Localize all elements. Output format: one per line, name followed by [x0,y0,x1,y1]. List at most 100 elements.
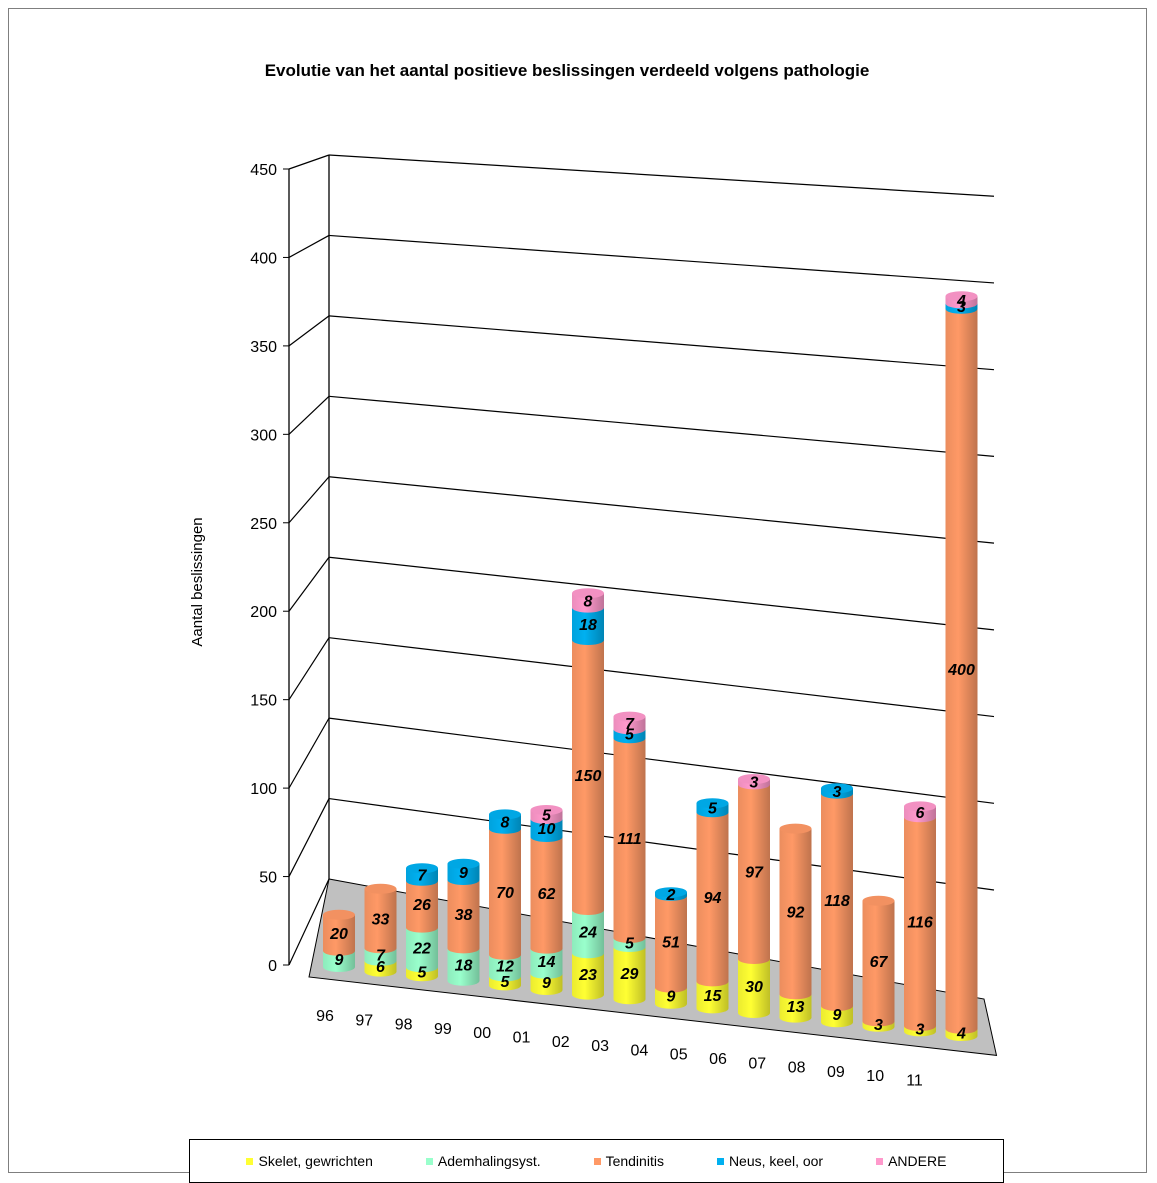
bar-segment-02-4 [572,593,604,613]
bar-segment-96-2 [323,914,355,956]
x-tick-label-08: 08 [788,1060,806,1077]
x-tick-label-98: 98 [395,1017,413,1034]
gridline [328,637,995,718]
bar-stack-08: 9 118 3 [821,783,853,1028]
bar-top-05 [696,798,729,809]
data-label-04-2: 51 [662,935,680,952]
gridline-side [288,395,330,435]
bar-layer: 9206733522267183895127089146210523241501… [323,291,978,1042]
bar-segment-98-1 [406,927,438,973]
data-label-99-1: 18 [455,958,473,975]
data-label-03-1: 5 [625,936,635,953]
bar-segment-00-2 [489,828,521,960]
legend-swatch [425,1157,433,1165]
legend-swatch [716,1157,724,1165]
bar-stack-06: 30 97 3 [738,774,770,1018]
data-label-06-0: 30 [745,979,763,996]
data-label-08-2: 118 [824,893,850,910]
bar-segment-07-2 [779,828,812,1000]
data-label-11-0: 4 [956,1025,966,1042]
legend-item-2: Tendinitis [593,1153,664,1169]
gridline-side [288,637,330,700]
bar-stack-99: 18 38 9 [447,858,480,986]
bar-segment-03-4 [613,716,646,735]
data-label-99-2: 38 [455,907,473,924]
data-label-07-2: 92 [787,904,805,921]
data-label-08-0: 9 [833,1007,842,1024]
data-label-10-0: 3 [916,1022,925,1039]
data-label-04-0: 9 [667,989,676,1006]
data-label-05-3: 5 [708,801,718,818]
bar-segment-08-2 [821,793,853,1011]
bar-stack-96: 9 20 [323,909,355,972]
bar-segment-01-2 [530,837,563,954]
y-tick-labels: 0 50 100 150 200 250 300 350 400 450 [250,162,277,975]
data-label-01-2: 62 [538,886,556,903]
data-label-99-3: 9 [459,865,468,882]
bar-stack-02: 23 24 150 18 8 [572,588,604,1000]
gridline-side [288,154,330,170]
bar-top-99 [447,858,480,869]
chart-frame: 0 50 100 150 200 250 300 350 400 450 9 20 6 7 33 5 22 26… [8,8,1147,1183]
bar-segment-99-3 [447,863,480,885]
gridline [328,395,995,458]
bar-top-09 [862,895,895,906]
x-tick-label-99: 99 [434,1021,452,1038]
bar-segment-05-0 [696,981,729,1014]
data-label-02-1: 24 [578,925,597,942]
bar-segment-01-1 [530,948,563,979]
y-tick-label: 0 [268,958,277,975]
data-label-03-2: 111 [617,831,641,848]
data-label-08-3: 3 [833,784,842,801]
chart-title: Evolutie van het aantal positieve beslis… [264,61,870,80]
data-label-11-4: 4 [956,293,966,310]
x-tick-label-05: 05 [670,1047,688,1064]
legend-swatch [876,1157,884,1165]
bar-top-10 [904,801,936,812]
data-label-06-2: 97 [745,865,764,882]
bar-top-98 [406,863,438,874]
gridline-side [288,234,330,258]
bar-top-04 [655,887,687,898]
bar-stack-00: 512 70 8 [489,809,521,991]
x-tick-label-03: 03 [591,1038,609,1055]
bar-segment-03-0 [613,947,646,1005]
bar-segment-02-1 [572,910,604,959]
bar-segment-02-3 [572,607,604,645]
legend-label: Skelet, gewrichten [258,1153,373,1169]
bar-stack-97: 67 33 [364,883,397,977]
gridline [328,717,995,804]
data-label-11-2: 400 [947,662,975,679]
data-label-02-3: 18 [579,617,597,634]
y-axis-label: Aantal beslissingen [189,517,206,646]
data-label-00-1: 12 [496,959,514,976]
data-label-98-3: 7 [418,868,428,885]
bar-top-00 [489,809,521,820]
bar-top-06 [738,774,770,784]
bar-segment-09-2 [862,900,895,1027]
x-tick-label-02: 02 [552,1034,570,1051]
y-tick-label: 250 [250,516,277,533]
gridline-side [288,556,330,612]
data-label-01-3: 10 [538,821,556,838]
bar-segment-06-0 [738,959,770,1018]
data-label-09-2: 67 [870,954,889,971]
data-label-03-0: 29 [620,966,639,983]
y-tick-label: 350 [250,339,277,356]
data-label-04-3: 2 [666,887,676,904]
bar-stack-10: 3 116 6 [904,801,936,1039]
bar-segment-06-2 [738,784,770,964]
data-label-97-0: 6 [376,959,385,976]
gridline-side [288,717,330,789]
data-label-07-0: 13 [787,999,805,1016]
data-label-10-2: 116 [907,915,933,932]
legend-swatch [593,1157,601,1165]
bar-segment-98-2 [406,880,438,933]
bar-segment-01-0 [530,973,563,995]
x-tick-labels: 96 97 98 99 00 01 02 03 04 05 06 07 08 09 10 11 [316,1008,923,1090]
gridline [328,556,995,631]
bar-segment-96-1 [323,950,355,972]
legend-item-0: Skelet, gewrichten [246,1153,373,1169]
